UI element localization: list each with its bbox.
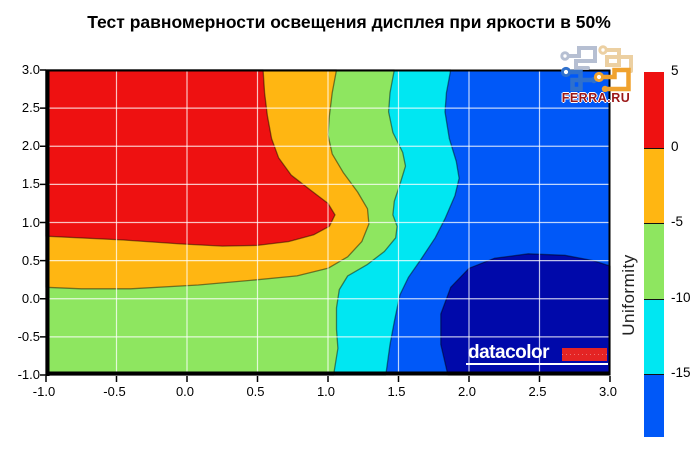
y-tick-label: 1.5 [21,176,40,192]
datacolor-logo-text: datacolor [468,342,550,363]
colorbar-axis-label: Uniformity [619,254,638,336]
x-tick-label: 0.5 [246,384,265,399]
colorbar-tick-label: 0 [671,138,679,154]
x-tick-label: 0.0 [175,384,195,399]
colorbar-tick-label: -5 [671,214,684,229]
ferra-logo-graphic [560,45,633,93]
y-tick-label: 1.0 [21,214,40,230]
datacolor-red-bar [562,348,607,361]
colorbar-segment-0-to--5 [644,147,664,223]
colorbar-segment--5-to--10 [644,223,664,299]
ferra-logo-text: FERRA.RU [561,91,631,105]
x-tick-label: -0.5 [103,384,126,399]
x-tick-label: 1.0 [316,384,336,399]
ferra-trace-orange [593,67,631,93]
ferra-trace-tan [598,45,633,73]
x-tick-label: 3.0 [598,384,618,399]
colorbar [644,72,664,437]
ferra-trace-blue [560,66,598,92]
colorbar-segment-below--15 [644,374,664,437]
colorbar-tick-label: -15 [671,365,691,380]
x-tick-label: 1.5 [387,384,406,399]
ferra-logo: FERRA.RU [556,42,636,106]
colorbar-segment-5-to-0 [644,72,664,148]
y-tick-label: -1.0 [17,367,40,382]
x-tick-label: 2.5 [528,384,547,399]
datacolor-underline [466,363,608,365]
contour-band-red [45,69,336,247]
datacolor-logo: datacolor [466,342,608,367]
y-tick-label: 2.5 [21,100,40,116]
x-tick-label: -1.0 [32,384,56,399]
colorbar-tick-label: -10 [671,289,691,305]
y-tick-label: -0.5 [17,328,40,344]
colorbar-tick-label: 5 [671,63,679,78]
y-tick-label: 2.0 [21,138,40,154]
ferra-trace-silver [560,46,597,70]
chart-title: Тест равномерности освещения дисплея при… [87,12,611,32]
colorbar-segment--10-to--15 [644,298,664,374]
y-tick-label: 0.5 [21,252,40,268]
y-tick-label: 3.0 [21,62,40,77]
y-tick-label: 0.0 [21,290,40,306]
x-tick-label: 2.0 [457,384,477,399]
